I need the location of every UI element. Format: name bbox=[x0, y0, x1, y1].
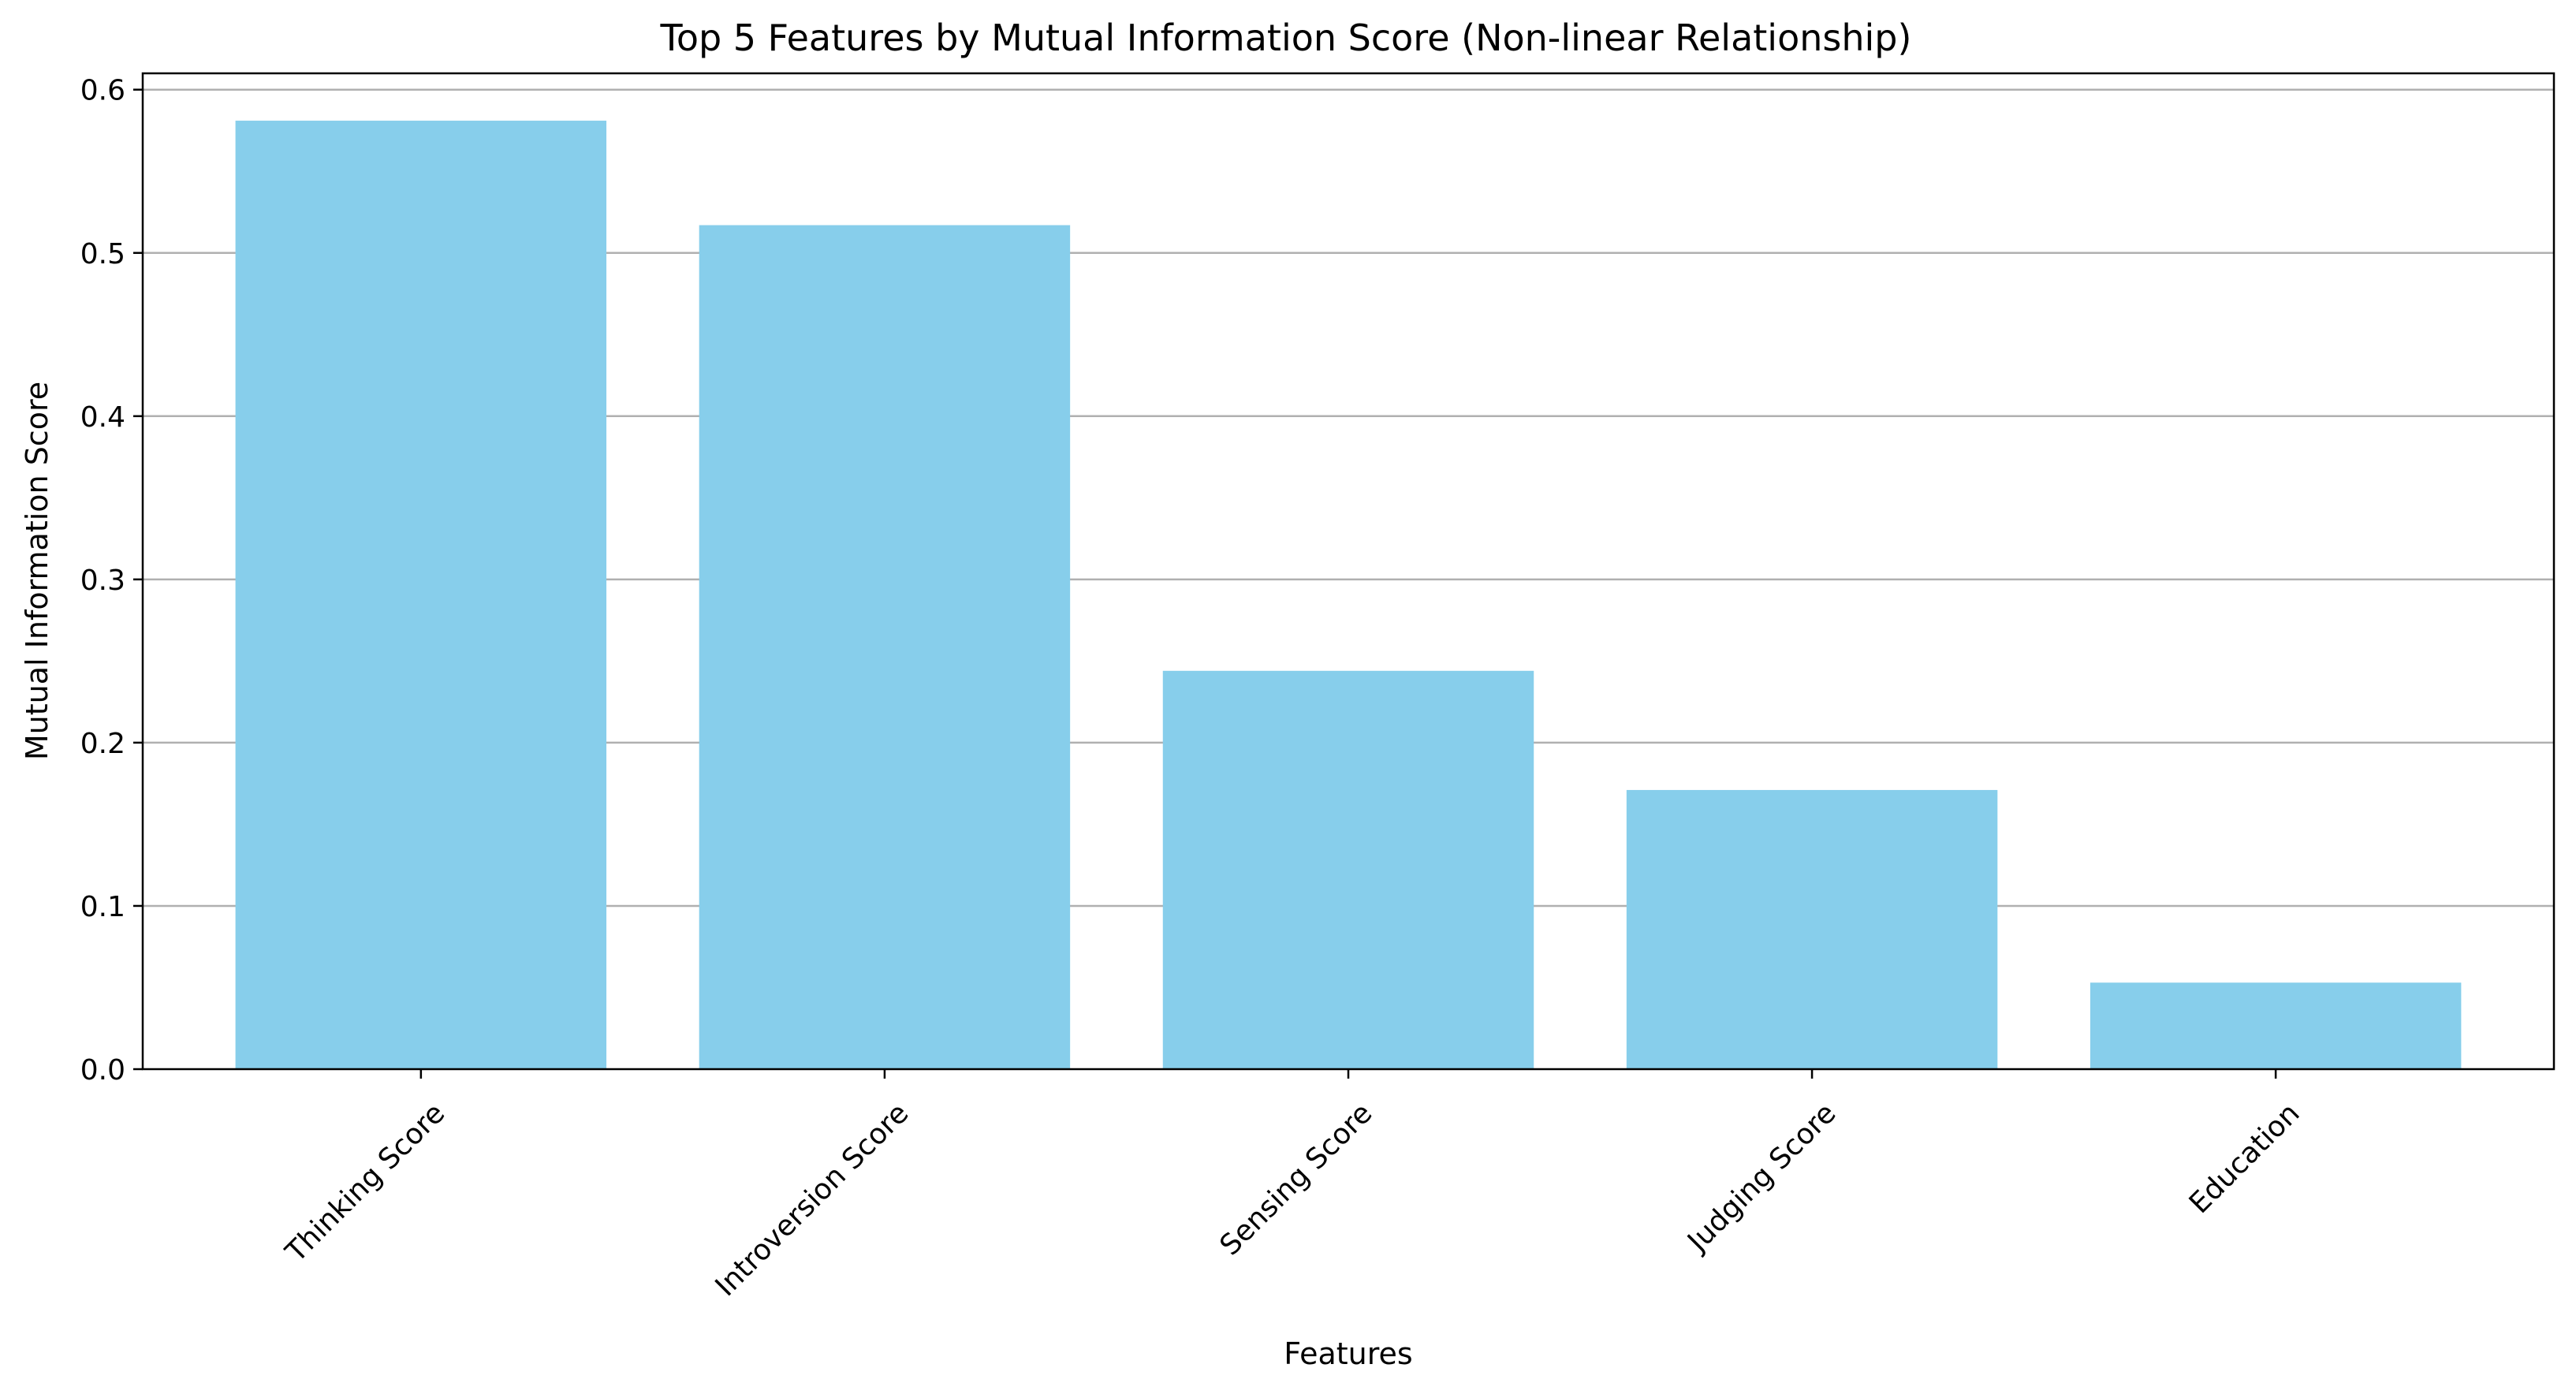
x-tick-label: Sensing Score bbox=[1214, 1097, 1379, 1262]
y-tick-label: 0.0 bbox=[80, 1054, 125, 1086]
bar bbox=[1162, 670, 1534, 1069]
y-tick-label: 0.5 bbox=[80, 238, 125, 270]
bar bbox=[1626, 789, 1998, 1069]
bars bbox=[235, 121, 2462, 1070]
chart-title: Top 5 Features by Mutual Information Sco… bbox=[660, 17, 1912, 59]
x-tick-label: Judging Score bbox=[1680, 1097, 1842, 1258]
y-tick-label: 0.4 bbox=[80, 401, 125, 434]
bar bbox=[2090, 982, 2462, 1069]
y-tick-label: 0.3 bbox=[80, 565, 125, 597]
x-tick-label: Education bbox=[2183, 1097, 2306, 1220]
bar bbox=[699, 225, 1071, 1070]
x-tick-label: Thinking Score bbox=[279, 1097, 451, 1269]
bar bbox=[235, 121, 607, 1069]
y-tick-label: 0.6 bbox=[80, 75, 125, 107]
x-axis-label: Features bbox=[1284, 1336, 1412, 1371]
y-tick-label: 0.1 bbox=[80, 891, 125, 923]
y-tick-label: 0.2 bbox=[80, 728, 125, 760]
y-axis-ticks: 0.0 0.1 0.2 0.3 0.4 0.5 0.6 bbox=[80, 75, 143, 1086]
x-tick-label: Introversion Score bbox=[710, 1097, 915, 1303]
x-axis-ticks: Thinking Score Introversion Score Sensing … bbox=[279, 1069, 2306, 1303]
y-axis-label: Mutual Information Score bbox=[20, 382, 54, 760]
